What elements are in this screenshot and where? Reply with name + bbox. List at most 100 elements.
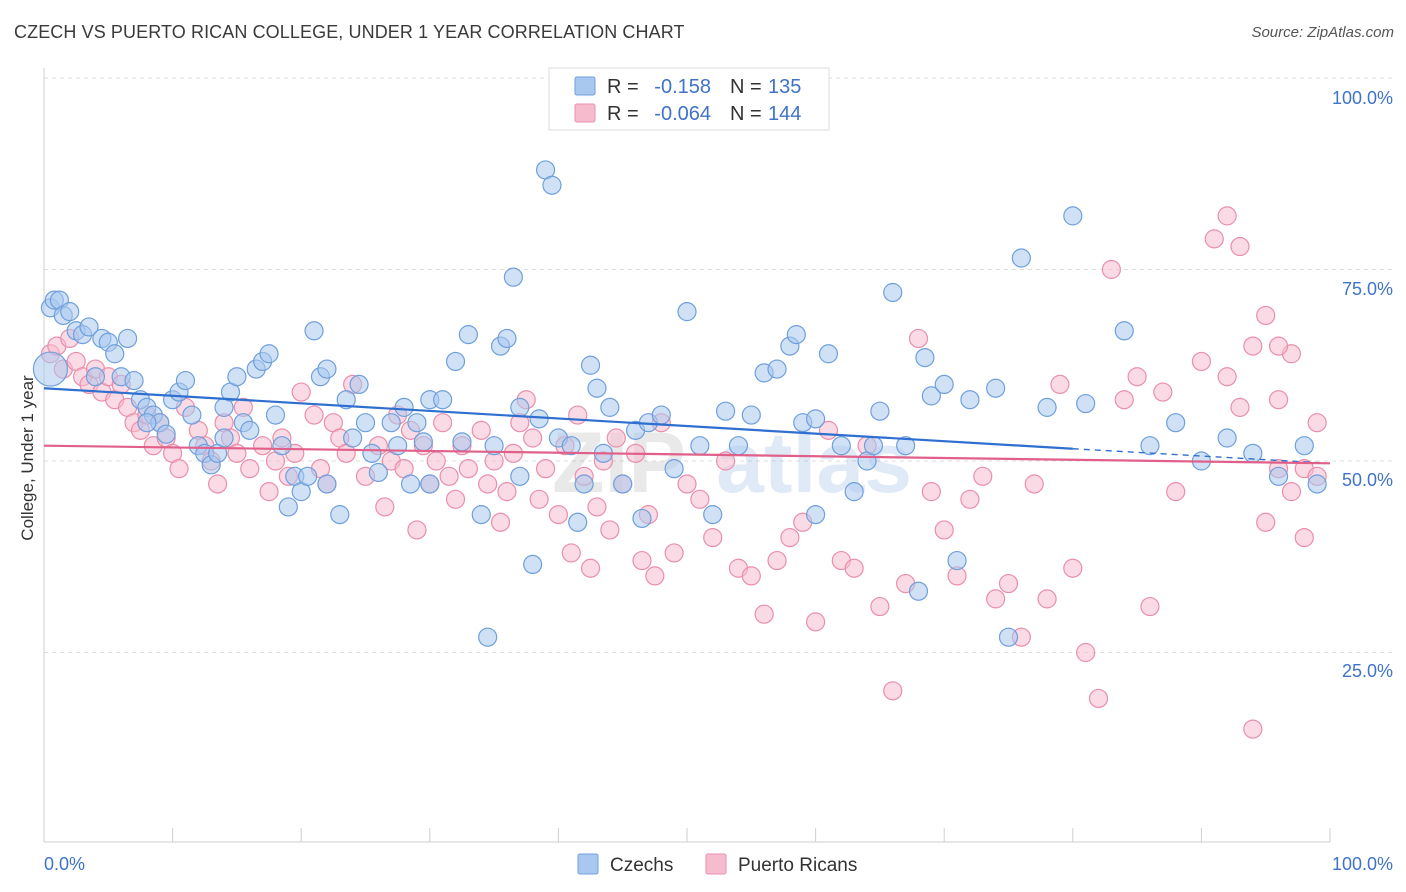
data-point (60, 302, 80, 322)
data-point (645, 566, 665, 586)
x-tick-label: 100.0% (1332, 854, 1393, 874)
data-point (613, 474, 633, 494)
data-point (780, 527, 800, 548)
trend-line-czechs (43, 387, 1073, 450)
data-point (304, 321, 324, 341)
data-point (227, 367, 247, 387)
data-point (407, 413, 427, 433)
data-point (1294, 527, 1314, 548)
data-point (703, 527, 723, 548)
data-point (587, 497, 607, 517)
data-point (805, 409, 826, 429)
data-point (259, 344, 279, 364)
data-point (349, 374, 369, 394)
data-point (471, 505, 491, 525)
chart-source: Source: ZipAtlas.com (1251, 24, 1394, 41)
data-point (240, 459, 260, 479)
data-point (690, 436, 710, 456)
data-point (548, 505, 569, 525)
data-point (715, 451, 736, 471)
data-point (664, 459, 684, 479)
data-point (439, 466, 459, 486)
x-axis-ticks (43, 828, 1331, 842)
data-point (452, 432, 472, 452)
data-point (568, 405, 588, 425)
trend-line-czechs-extension (1072, 448, 1331, 464)
data-point (503, 267, 523, 287)
data-point (529, 409, 549, 429)
data-point (908, 328, 929, 349)
data-point (786, 325, 806, 345)
data-point (715, 401, 736, 421)
legend: R = -0.158 N = 135 R = -0.064 N = 144 (548, 67, 830, 131)
trend-lines (43, 387, 1331, 465)
bottom-legend-label-puerto-ricans: Puerto Ricans (738, 855, 857, 876)
data-point (458, 325, 478, 345)
data-point (580, 558, 601, 578)
data-point (497, 328, 517, 349)
data-point (426, 451, 446, 471)
data-point (1243, 336, 1263, 356)
data-point (1217, 428, 1237, 448)
data-point (375, 497, 395, 517)
data-point (960, 390, 980, 410)
data-point (1243, 443, 1263, 463)
data-point (1114, 321, 1134, 341)
data-point (1037, 397, 1057, 417)
trend-line-puerto-ricans (43, 444, 1331, 465)
data-point (921, 386, 941, 406)
data-point (208, 474, 228, 494)
data-point (632, 550, 652, 571)
data-point (529, 489, 549, 509)
gridlines (44, 77, 1392, 653)
data-point (767, 550, 787, 571)
data-point (1011, 248, 1031, 268)
data-point (574, 474, 594, 494)
legend-n-value: 144 (768, 103, 801, 125)
bottom-legend-label-czechs: Czechs (610, 855, 673, 876)
data-point (1024, 474, 1044, 494)
data-point (478, 474, 498, 494)
legend-n-label: N = (730, 103, 762, 125)
legend-r-label: R = (607, 76, 639, 98)
data-point (1037, 589, 1057, 609)
data-point (330, 505, 350, 525)
data-point (561, 436, 581, 456)
data-point (1127, 367, 1147, 387)
data-point (986, 378, 1006, 398)
data-point (844, 482, 864, 502)
data-point (1268, 466, 1289, 486)
data-point (227, 443, 247, 463)
data-point (317, 474, 337, 494)
data-point (921, 482, 941, 502)
bottom-legend-swatch-puerto-ricans (705, 853, 727, 875)
data-point (561, 543, 581, 563)
data-point (1140, 436, 1160, 456)
data-point (433, 390, 453, 410)
data-point (458, 459, 478, 479)
data-point (478, 627, 498, 647)
data-point (362, 443, 382, 463)
bottom-legend-swatch-czechs (577, 853, 599, 875)
data-point (606, 428, 626, 448)
data-point (1076, 393, 1096, 414)
data-point (1256, 512, 1276, 532)
data-point (883, 282, 903, 303)
legend-n-label: N = (730, 76, 762, 98)
data-point (728, 436, 749, 456)
data-point (677, 302, 697, 322)
data-point (484, 436, 504, 456)
bottom-legend: Czechs Puerto Ricans (577, 853, 857, 876)
series-puerto-ricans-points (40, 206, 1327, 739)
data-point (1088, 688, 1109, 709)
data-point (1166, 413, 1186, 433)
data-point (278, 497, 298, 517)
data-point (818, 344, 839, 364)
data-point (214, 428, 234, 448)
chart-title: CZECH VS PUERTO RICAN COLLEGE, UNDER 1 Y… (14, 22, 685, 42)
data-point (182, 405, 202, 425)
data-point (381, 413, 401, 433)
data-point (1153, 382, 1173, 402)
data-point (741, 405, 761, 425)
